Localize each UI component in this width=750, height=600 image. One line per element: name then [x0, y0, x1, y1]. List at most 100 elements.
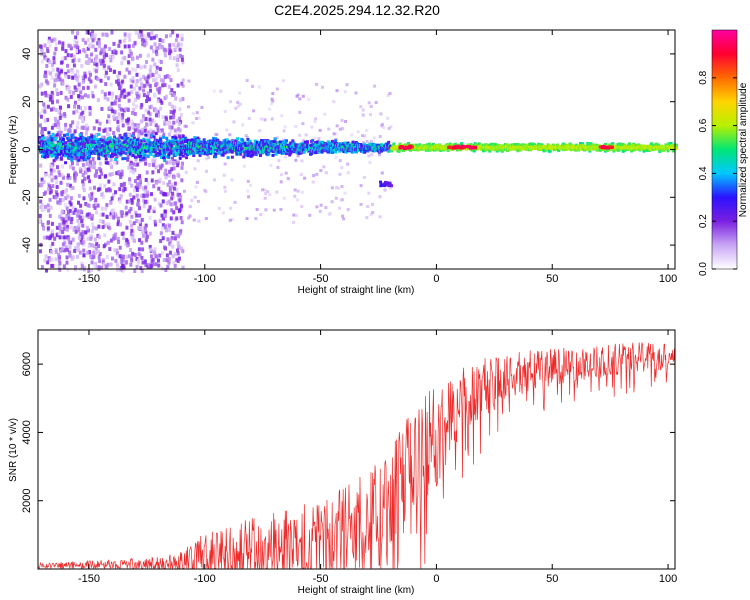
spectrogram-cell: [368, 160, 372, 164]
spectrogram-cell: [263, 118, 267, 122]
spectrogram-cell: [69, 196, 73, 201]
spectrogram-cell: [59, 105, 63, 110]
spectrogram-cell: [168, 189, 172, 194]
spectrogram-cell: [287, 177, 291, 181]
spectrogram-cell: [219, 89, 223, 93]
spectrogram-cell: [144, 161, 148, 166]
spectrogram-cell: [50, 136, 54, 140]
spectrogram-cell: [177, 134, 181, 139]
spectrogram-cell: [115, 251, 119, 256]
spectrogram-cell: [160, 100, 164, 105]
spectrogram-cell: [63, 190, 67, 195]
spectrogram-cell: [104, 157, 108, 161]
spectrogram-cell: [141, 225, 145, 230]
spectrogram-cell: [100, 135, 104, 140]
spectrogram-cell: [89, 150, 93, 154]
spectrogram-cell: [79, 112, 83, 117]
spectrogram-cell: [109, 157, 113, 162]
spectrogram-cell: [54, 249, 58, 254]
spectrogram-cell: [57, 231, 61, 236]
spectrogram-cell: [128, 162, 132, 167]
spectrogram-cell: [145, 236, 149, 241]
spectrogram-cell: [38, 213, 42, 218]
spectrogram-cell: [66, 182, 70, 187]
spectrogram-cell: [278, 140, 282, 144]
spectrogram-cell: [67, 143, 71, 147]
spectrogram-cell: [161, 39, 165, 44]
spectrogram-cell: [69, 44, 73, 49]
spectrogram-cell: [124, 241, 128, 246]
spectrogram-cell: [81, 110, 85, 115]
spectrogram-cell: [295, 151, 299, 155]
spectrogram-cell: [169, 78, 173, 83]
spectrogram-cell: [69, 186, 73, 191]
spectrogram-cell: [135, 55, 139, 60]
spectrogram-cell: [146, 147, 150, 151]
spectrogram-cell: [148, 105, 152, 110]
spectrogram-cell: [155, 254, 159, 259]
spectrogram-cell: [116, 267, 120, 272]
spectrogram-cell: [87, 268, 91, 273]
spectrogram-cell: [108, 54, 112, 59]
spectrogram-cell: [66, 175, 70, 180]
spectrogram-cell: [57, 157, 61, 162]
spectrogram-cell: [148, 83, 152, 88]
spectrogram-cell: [60, 209, 64, 214]
spectrogram-cell: [86, 38, 90, 43]
spectrogram-cell: [106, 128, 110, 133]
spectrogram-cell: [79, 136, 83, 140]
spectrogram-cell: [47, 39, 51, 44]
spectrogram-cell: [112, 41, 116, 46]
spectrogram-cell: [272, 208, 276, 212]
spectrogram-cell: [86, 30, 90, 35]
spectrogram-cell: [160, 213, 164, 218]
spectrogram-cell: [61, 242, 65, 247]
spectrogram-cell: [242, 164, 246, 168]
spectrogram-cell: [168, 180, 172, 185]
spectrogram-cell: [142, 198, 146, 203]
spectrogram-cell: [42, 102, 46, 107]
spectrogram-cell: [170, 236, 174, 241]
spectrogram-cell: [114, 258, 118, 263]
spectrogram-cell: [97, 38, 101, 43]
spectrogram-cell: [131, 76, 135, 81]
spectrogram-cell: [174, 138, 178, 142]
spectrogram-cell: [180, 81, 184, 86]
spectrogram-cell: [103, 44, 107, 49]
spectrogram-cell: [94, 57, 98, 62]
spectrogram-cell: [207, 148, 211, 152]
spectrogram-cell: [139, 178, 143, 183]
spectrogram-cell: [47, 36, 51, 41]
spectrogram-cell: [68, 155, 72, 159]
spectrogram-cell: [123, 35, 127, 40]
spectrogram-cell: [105, 53, 109, 58]
spectrogram-cell: [133, 97, 137, 102]
spectrogram-cell: [63, 152, 67, 156]
spectrogram-cell: [63, 114, 67, 119]
spectrogram-cell: [98, 161, 102, 166]
spectrogram-cell: [79, 153, 83, 157]
spectrogram-cell: [389, 144, 393, 148]
spectrogram-cell: [49, 234, 53, 239]
spectrogram-cell: [296, 189, 300, 193]
spectrogram-cell: [145, 59, 149, 64]
spectrogram-cell: [89, 164, 93, 169]
spectrogram-cell: [136, 124, 140, 129]
spectrogram-cell: [184, 170, 188, 174]
spectrogram-cell: [126, 107, 130, 112]
spectrogram-cell: [73, 173, 77, 178]
spectrogram-cell: [167, 227, 171, 232]
spectrogram-cell: [455, 148, 459, 152]
spectrogram-cell: [119, 210, 123, 215]
spectrogram-cell: [97, 224, 101, 229]
spectrogram-cell: [77, 233, 81, 238]
spectrogram-cell: [232, 120, 236, 124]
spectrogram-cell: [133, 40, 137, 45]
spectrogram-cell: [190, 141, 194, 145]
spectrogram-cell: [135, 72, 139, 77]
spectrogram-cell: [65, 260, 69, 265]
spectrogram-cell: [39, 44, 43, 49]
spectrogram-cell: [113, 135, 117, 139]
spectrogram-cell: [171, 230, 175, 235]
spectrogram-cell: [47, 131, 51, 135]
